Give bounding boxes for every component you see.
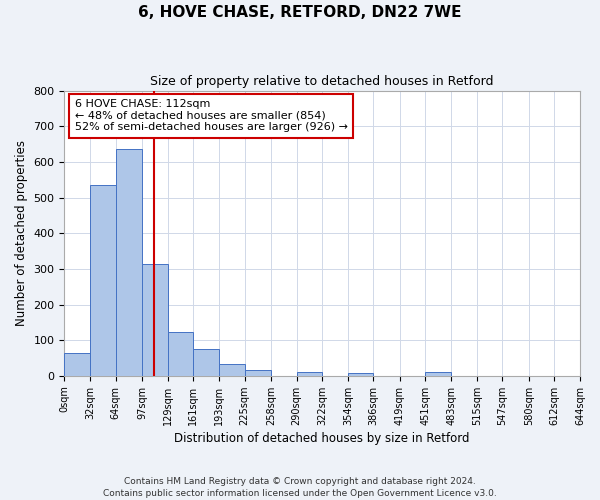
X-axis label: Distribution of detached houses by size in Retford: Distribution of detached houses by size … bbox=[175, 432, 470, 445]
Bar bbox=[348, 373, 373, 376]
Text: 6 HOVE CHASE: 112sqm
← 48% of detached houses are smaller (854)
52% of semi-deta: 6 HOVE CHASE: 112sqm ← 48% of detached h… bbox=[75, 99, 348, 132]
Bar bbox=[90, 185, 116, 376]
Text: Contains HM Land Registry data © Crown copyright and database right 2024.
Contai: Contains HM Land Registry data © Crown c… bbox=[103, 476, 497, 498]
Bar bbox=[64, 352, 90, 376]
Bar bbox=[245, 370, 271, 376]
Bar bbox=[116, 148, 142, 376]
Bar bbox=[167, 332, 193, 376]
Bar bbox=[296, 372, 322, 376]
Bar bbox=[193, 348, 219, 376]
Bar bbox=[219, 364, 245, 376]
Bar bbox=[425, 372, 451, 376]
Title: Size of property relative to detached houses in Retford: Size of property relative to detached ho… bbox=[151, 75, 494, 88]
Text: 6, HOVE CHASE, RETFORD, DN22 7WE: 6, HOVE CHASE, RETFORD, DN22 7WE bbox=[138, 5, 462, 20]
Bar bbox=[142, 264, 167, 376]
Y-axis label: Number of detached properties: Number of detached properties bbox=[15, 140, 28, 326]
